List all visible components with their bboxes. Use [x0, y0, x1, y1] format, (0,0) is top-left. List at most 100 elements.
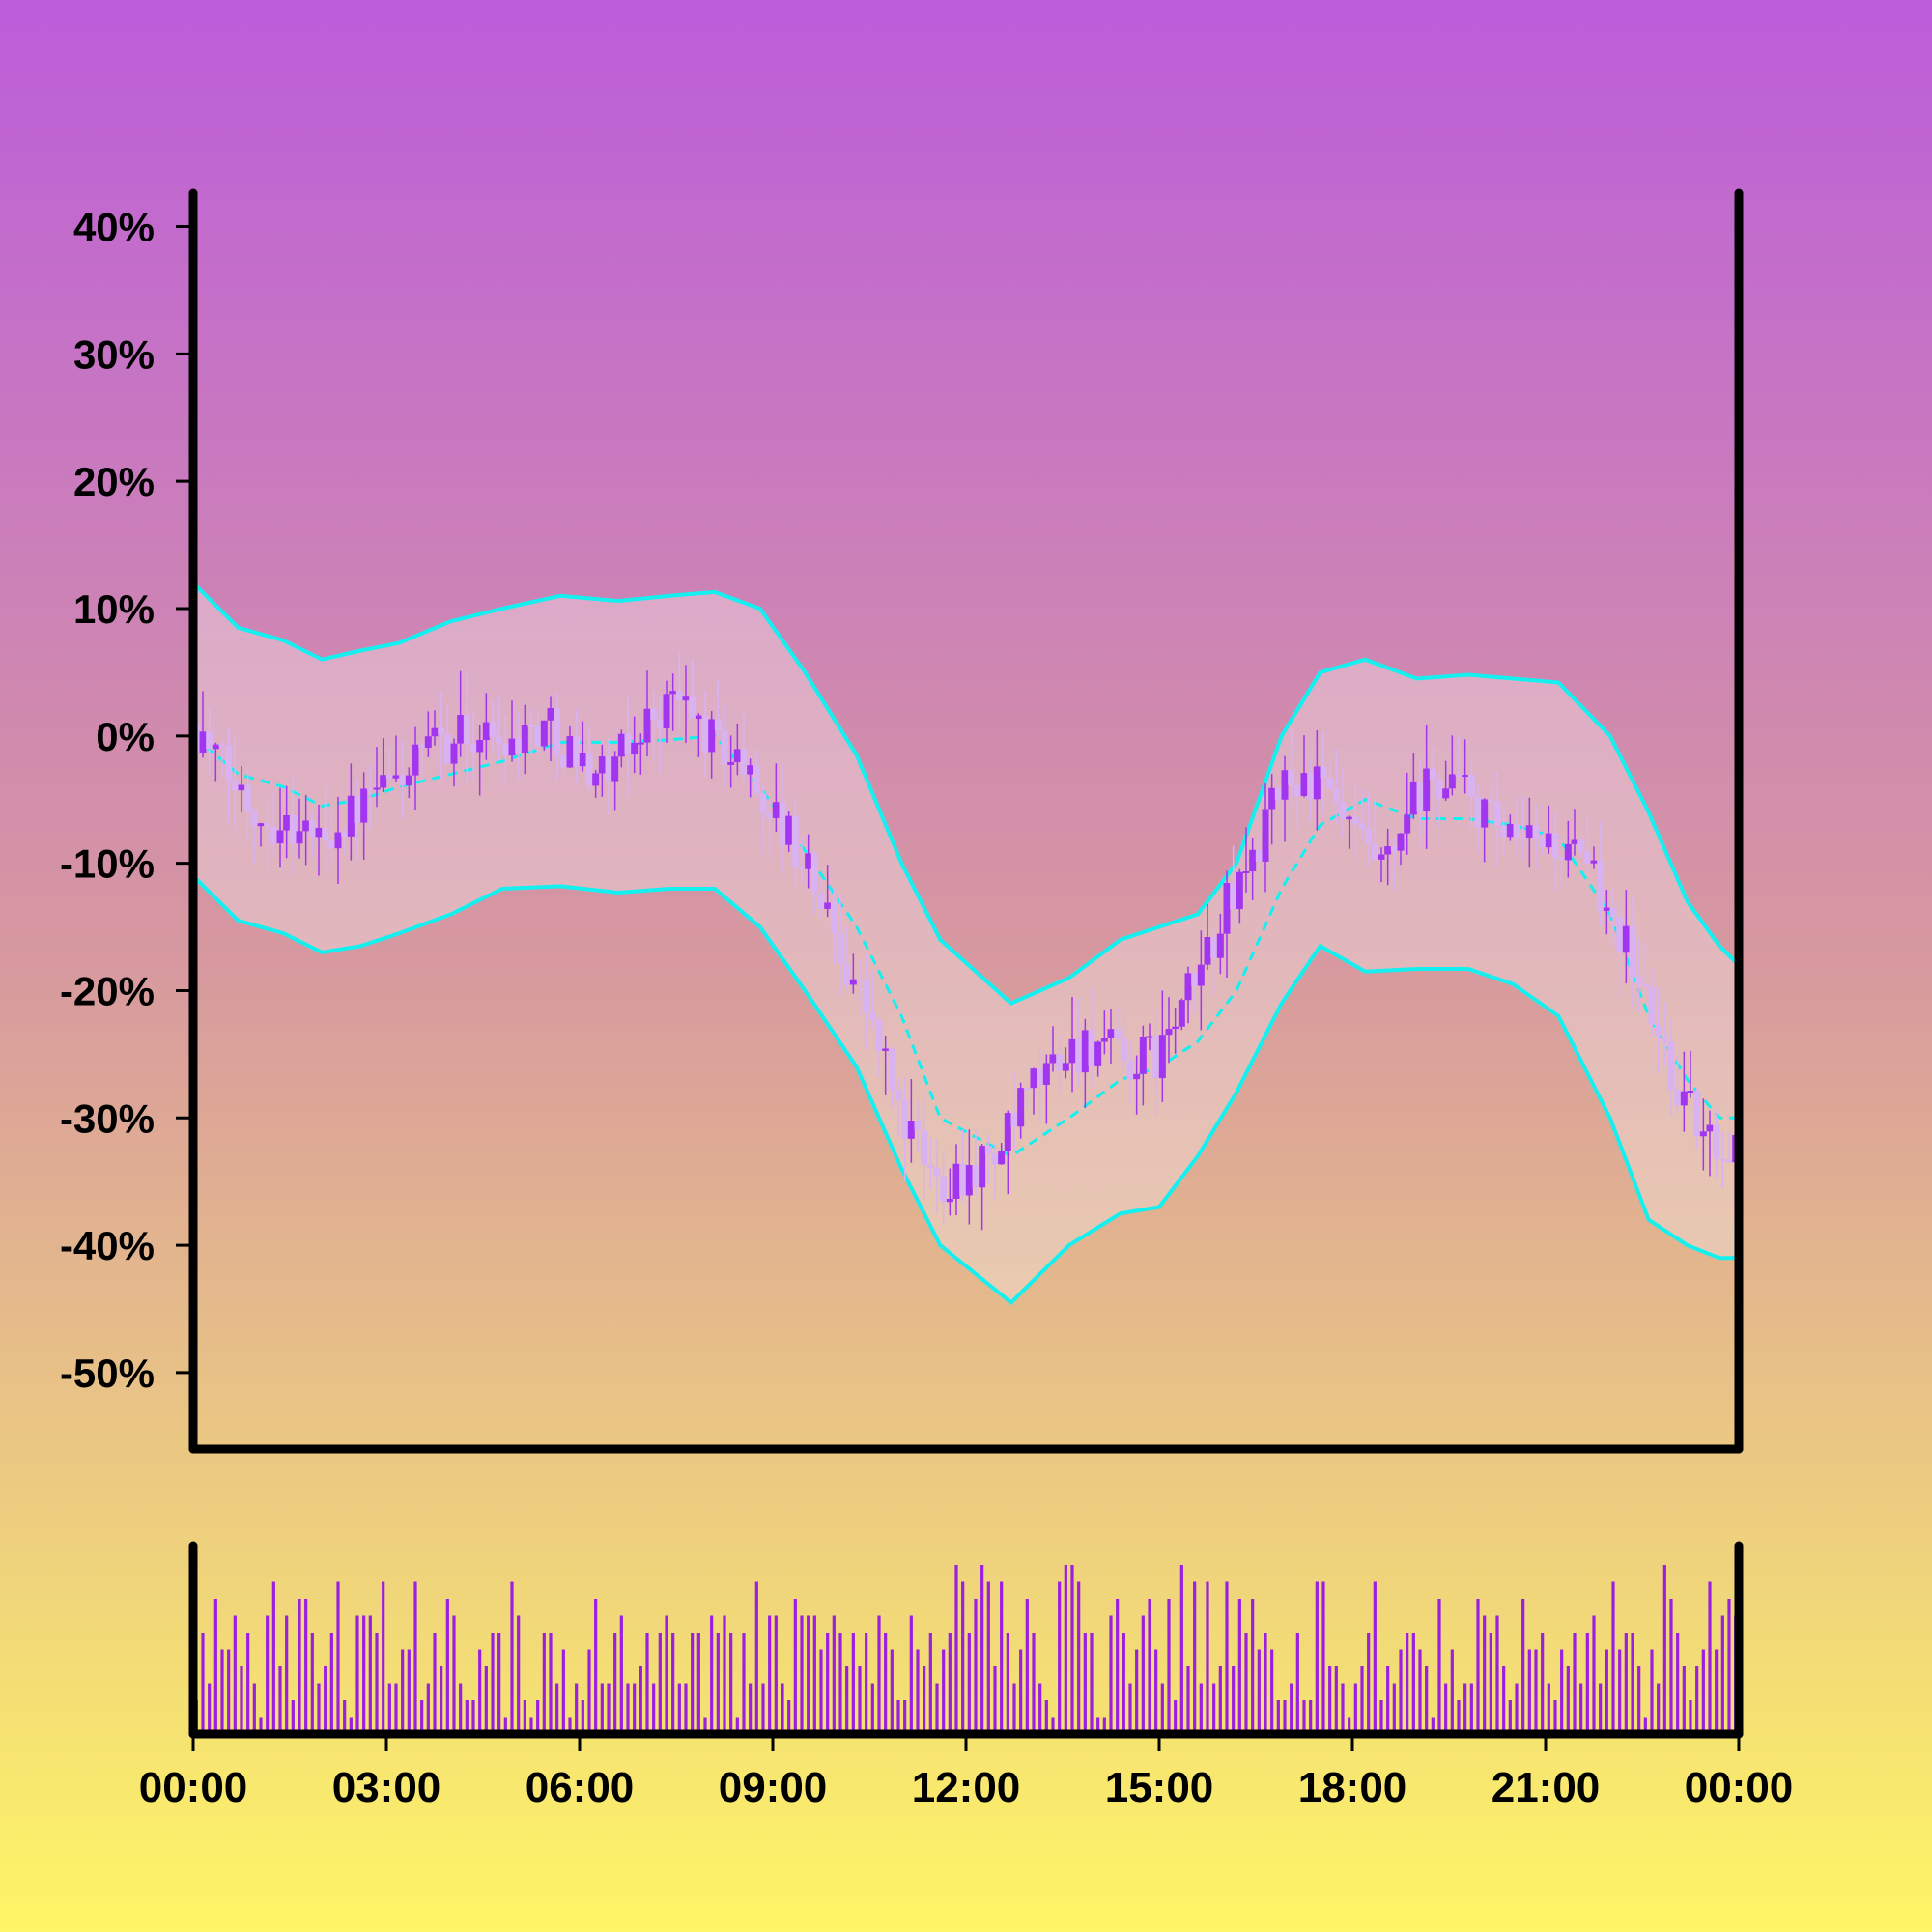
volume-bar	[974, 1599, 978, 1734]
candle-body	[708, 719, 716, 753]
volume-bar	[368, 1615, 372, 1734]
y-tick-label: 20%	[73, 459, 155, 504]
volume-bar	[420, 1700, 424, 1734]
volume-bar	[781, 1683, 784, 1734]
x-tick-label: 21:00	[1492, 1764, 1601, 1811]
volume-bar	[1212, 1683, 1216, 1734]
candle-body	[1204, 937, 1211, 965]
candle-body	[1351, 816, 1359, 824]
candle-body	[1551, 833, 1559, 858]
candle-body	[733, 749, 741, 762]
candle-body	[598, 756, 606, 774]
volume-bar	[948, 1633, 952, 1734]
volume-bar	[1232, 1666, 1236, 1734]
volume-bar	[1450, 1649, 1454, 1734]
volume-bar	[1302, 1700, 1306, 1734]
volume-bar	[587, 1649, 591, 1734]
candle-body	[933, 1167, 941, 1177]
candle-body	[1300, 773, 1308, 796]
middle-band-line	[192, 734, 1739, 1158]
volume-bar	[1715, 1649, 1719, 1734]
volume-bar	[986, 1581, 990, 1734]
candle-body	[327, 840, 335, 849]
candle-body	[431, 727, 439, 737]
volume-bar	[749, 1683, 753, 1734]
volume-bar	[1025, 1599, 1029, 1734]
volume-bar	[1720, 1615, 1724, 1734]
volume-bar	[716, 1633, 720, 1734]
volume-bar	[607, 1683, 611, 1734]
volume-bar	[1341, 1683, 1345, 1734]
candle-body	[1197, 964, 1205, 986]
volume-bar	[703, 1717, 707, 1734]
volume-bar	[677, 1683, 681, 1734]
volume-bar	[1090, 1633, 1094, 1734]
candle-body	[1042, 1063, 1050, 1085]
candle-body	[747, 765, 754, 775]
candle-body	[515, 738, 523, 753]
volume-bar	[1431, 1717, 1435, 1734]
volume-bar	[220, 1649, 224, 1734]
volume-bar	[735, 1717, 739, 1734]
candle-body	[1023, 1088, 1031, 1091]
volume-bar	[445, 1599, 449, 1734]
volume-bar	[575, 1683, 579, 1734]
candle-body	[631, 742, 639, 755]
candle-body	[1706, 1124, 1714, 1132]
volume-bar	[832, 1615, 836, 1734]
candle-body	[1609, 907, 1617, 918]
volume-bar	[1637, 1666, 1641, 1734]
volume-bar	[1489, 1633, 1492, 1734]
volume-bar	[723, 1615, 726, 1734]
candle-body	[656, 719, 664, 728]
volume-bar	[1070, 1565, 1074, 1734]
candle-body	[585, 753, 593, 786]
candle-body	[443, 734, 451, 764]
y-tick-label: -20%	[60, 968, 155, 1013]
volume-bar	[1160, 1683, 1164, 1734]
y-tick-label: -50%	[60, 1350, 155, 1396]
volume-bar	[1109, 1615, 1113, 1734]
volume-bar	[1541, 1633, 1545, 1734]
candle-body	[766, 812, 774, 818]
volume-bar	[503, 1717, 507, 1734]
volume-bar	[291, 1700, 295, 1734]
y-tick-label: -30%	[60, 1095, 155, 1141]
candle-body	[1216, 933, 1224, 958]
volume-bar	[896, 1700, 900, 1734]
volume-bar	[1083, 1633, 1087, 1734]
candle-body	[1539, 839, 1547, 848]
volume-bar	[1321, 1581, 1325, 1734]
volume-bar	[993, 1666, 997, 1734]
volume-bar	[1012, 1683, 1016, 1734]
candle-body	[1100, 1038, 1108, 1042]
volume-bar	[510, 1581, 514, 1734]
candle-body	[334, 832, 342, 849]
volume-bar	[761, 1683, 765, 1734]
candle-body	[1680, 1091, 1688, 1106]
volume-bar	[935, 1683, 939, 1734]
volume-bar	[954, 1565, 958, 1734]
volume-bar	[1682, 1666, 1686, 1734]
candle-body	[380, 775, 387, 788]
volume-bar	[491, 1633, 495, 1734]
volume-bar	[271, 1581, 275, 1734]
candle-body	[882, 1048, 890, 1051]
volume-bar	[1631, 1633, 1634, 1734]
candle-body	[901, 1100, 909, 1139]
candle-body	[1242, 871, 1250, 874]
volume-bar	[903, 1700, 907, 1734]
volume-bar	[1051, 1717, 1055, 1734]
candle-body	[721, 730, 728, 765]
volume-bar	[362, 1615, 366, 1734]
candle-body	[617, 733, 625, 757]
volume-bar	[851, 1633, 855, 1734]
candle-body	[385, 775, 393, 779]
volume-bar	[890, 1649, 894, 1734]
candle-body	[1435, 780, 1443, 799]
candle-body	[1442, 788, 1450, 799]
volume-bar	[266, 1615, 270, 1734]
candle-body	[779, 802, 786, 845]
volume-bar	[1379, 1700, 1383, 1734]
